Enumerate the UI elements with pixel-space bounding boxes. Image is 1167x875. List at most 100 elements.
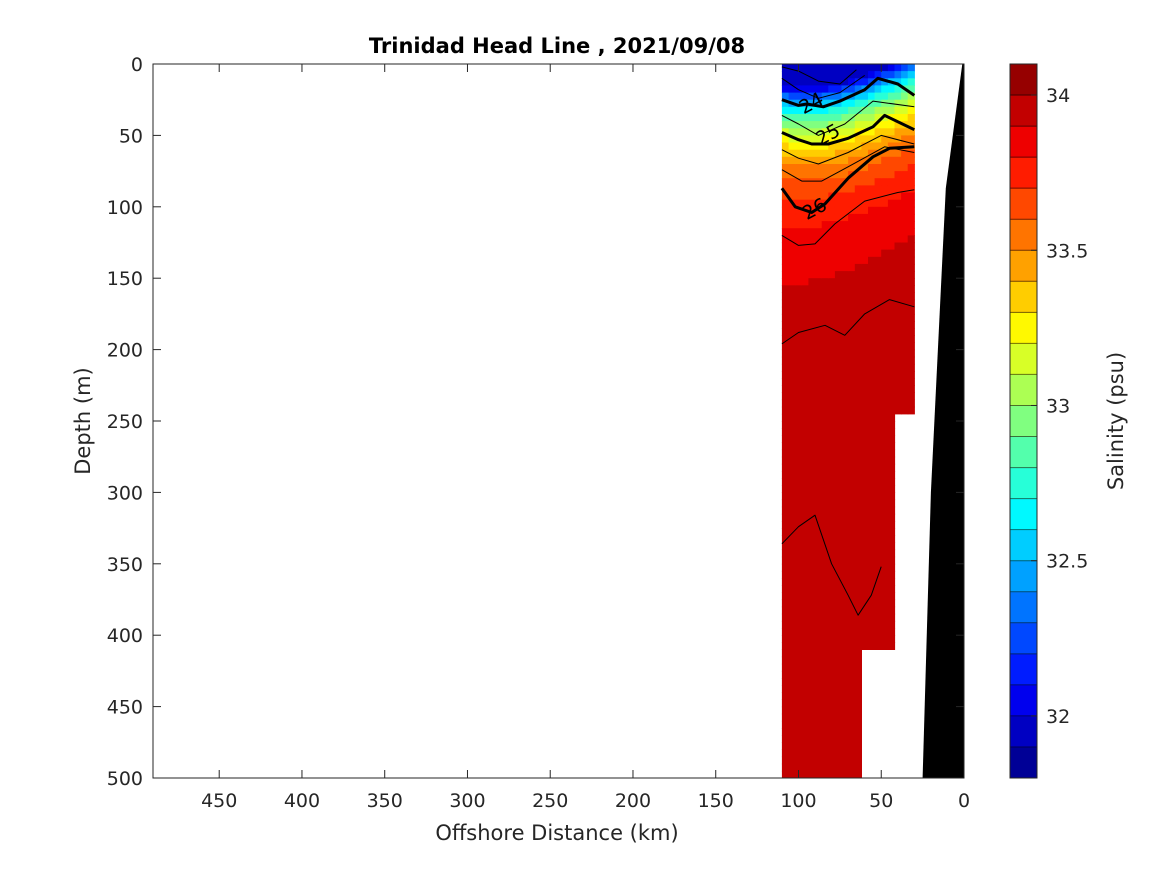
salinity-cell (854, 642, 862, 650)
salinity-cell (894, 356, 902, 365)
salinity-cell (801, 85, 809, 94)
salinity-cell (848, 670, 856, 679)
salinity-cell (861, 471, 869, 479)
salinity-cell (854, 663, 862, 672)
colorbar-level (1010, 219, 1037, 251)
salinity-cell (795, 613, 803, 622)
contour-line (781, 66, 857, 85)
salinity-cell (834, 635, 843, 643)
salinity-cell (815, 121, 823, 129)
salinity-cell (781, 592, 790, 601)
salinity-cell (874, 213, 882, 222)
salinity-cell (821, 449, 829, 458)
salinity-cell (861, 171, 869, 179)
salinity-cell (821, 171, 829, 179)
salinity-cell (834, 649, 843, 658)
salinity-cell (788, 685, 796, 693)
colorbar-level (1010, 653, 1037, 686)
salinity-cell (808, 313, 816, 322)
salinity-cell (868, 456, 876, 465)
salinity-cell (795, 542, 803, 551)
salinity-cell (874, 285, 882, 293)
salinity-cell (848, 678, 856, 686)
salinity-cell (861, 192, 869, 201)
salinity-cell (828, 542, 836, 551)
salinity-cell (815, 114, 823, 122)
salinity-cell (781, 535, 790, 543)
salinity-cell (828, 499, 836, 508)
salinity-cell (821, 299, 829, 308)
salinity-cell (887, 478, 896, 486)
salinity-cell (887, 499, 896, 508)
salinity-cell (808, 570, 816, 579)
salinity-cell (808, 670, 816, 679)
salinity-cell (781, 556, 790, 565)
colorbar-tick-label: 32 (1046, 706, 1070, 728)
salinity-cell (854, 64, 862, 72)
salinity-cell (801, 628, 809, 636)
salinity-cell (894, 156, 902, 165)
salinity-cell (854, 578, 862, 586)
salinity-cell (821, 256, 829, 265)
salinity-cell (788, 142, 796, 151)
salinity-cell (854, 356, 862, 365)
salinity-cell (901, 263, 909, 272)
salinity-cell (834, 578, 843, 586)
salinity-cell (868, 599, 876, 608)
salinity-cell (788, 313, 796, 322)
salinity-cell (781, 328, 790, 336)
salinity-cell (848, 164, 856, 172)
salinity-cell (795, 563, 803, 572)
salinity-cell (834, 542, 843, 551)
salinity-cell (808, 149, 816, 158)
salinity-cell (795, 635, 803, 643)
salinity-cell (861, 513, 869, 522)
salinity-cell (801, 235, 809, 244)
salinity-cell (828, 478, 836, 486)
salinity-cell (808, 292, 816, 301)
salinity-cell (907, 278, 915, 286)
salinity-cell (781, 128, 790, 136)
salinity-cell (788, 749, 796, 758)
salinity-cell (781, 392, 790, 401)
salinity-cell (907, 328, 915, 336)
salinity-cell (841, 428, 849, 436)
salinity-cell (907, 135, 915, 144)
salinity-cell (821, 85, 829, 94)
salinity-cell (821, 142, 829, 151)
salinity-cell (781, 114, 790, 122)
salinity-cell (868, 485, 876, 493)
salinity-cell (815, 156, 823, 165)
salinity-cell (907, 363, 915, 372)
salinity-cell (868, 570, 876, 579)
salinity-cell (861, 435, 869, 443)
salinity-cell (841, 656, 849, 665)
salinity-cell (907, 213, 915, 222)
salinity-cell (874, 435, 882, 443)
colorbar-level (1010, 374, 1037, 406)
salinity-cell (854, 585, 862, 593)
salinity-cell (834, 656, 843, 665)
salinity-cell (861, 628, 869, 636)
salinity-cell (815, 164, 823, 172)
salinity-cell (894, 121, 902, 129)
salinity-cell (834, 249, 843, 258)
salinity-cell (854, 678, 862, 686)
salinity-cell (801, 585, 809, 593)
salinity-cell (801, 199, 809, 208)
salinity-cell (894, 78, 902, 86)
salinity-cell (828, 513, 836, 522)
salinity-cell (887, 421, 896, 429)
salinity-cell (848, 192, 856, 201)
salinity-cell (854, 199, 862, 208)
salinity-cell (828, 421, 836, 429)
salinity-cell (788, 235, 796, 244)
salinity-cell (907, 128, 915, 136)
salinity-cell (795, 185, 803, 194)
salinity-cell (808, 720, 816, 729)
salinity-cell (828, 685, 836, 693)
salinity-cell (881, 606, 889, 615)
salinity-cell (854, 592, 862, 601)
salinity-cell (874, 442, 882, 451)
x-tick-label: 50 (869, 790, 893, 812)
